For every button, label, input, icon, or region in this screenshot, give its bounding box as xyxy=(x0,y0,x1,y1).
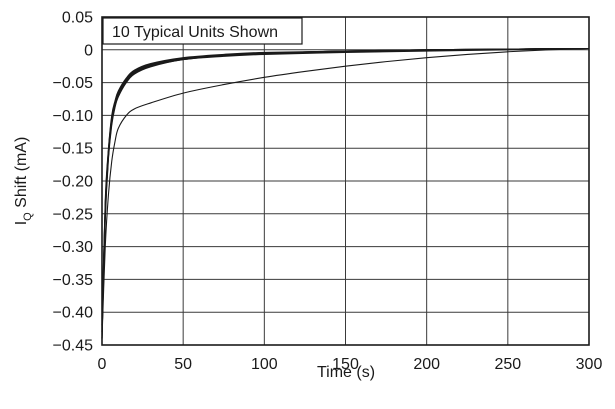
series-lines xyxy=(101,47,590,339)
x-axis-tick-labels: 0 50 100 150 200 250 300 xyxy=(98,356,603,373)
y-tick-label: −0.40 xyxy=(53,305,94,322)
x-axis-title: Time (s) xyxy=(317,364,375,381)
y-tick-label: 0 xyxy=(84,42,93,59)
x-tick-label: 250 xyxy=(494,356,521,373)
y-tick-label: −0.45 xyxy=(53,338,94,355)
y-tick-label: −0.25 xyxy=(53,206,94,223)
y-axis-tick-labels: 0.05 0 −0.05 −0.10 −0.15 −0.20 −0.25 −0.30 −0.35… xyxy=(53,10,94,355)
x-tick-label: 150 xyxy=(332,356,359,373)
annotation-text: 10 Typical Units Shown xyxy=(112,24,278,41)
y-tick-label: −0.20 xyxy=(53,174,94,191)
y-tick-label: −0.35 xyxy=(53,272,94,289)
y-axis-title-subscript: Q xyxy=(22,212,34,221)
y-axis-title: IQ Shift (mA) xyxy=(13,137,34,226)
y-tick-label: −0.30 xyxy=(53,239,94,256)
x-tick-label: 100 xyxy=(251,356,278,373)
annotation-box: 10 Typical Units Shown xyxy=(102,17,303,45)
series-line-10 xyxy=(101,47,590,339)
plot-area-frame xyxy=(101,16,590,346)
x-tick-label: 200 xyxy=(413,356,440,373)
y-tick-label: −0.10 xyxy=(53,108,94,125)
annotation-box-frame xyxy=(102,17,303,45)
series-line-9 xyxy=(101,47,590,326)
gridlines xyxy=(102,17,589,345)
x-tick-label: 0 xyxy=(98,356,107,373)
y-axis-title-main: I xyxy=(13,221,30,225)
y-axis-title-rest: Shift (mA) xyxy=(13,137,30,213)
y-tick-label: −0.05 xyxy=(53,75,94,92)
y-tick-label: −0.15 xyxy=(53,141,94,158)
x-tick-label: 300 xyxy=(576,356,603,373)
x-tick-label: 50 xyxy=(174,356,192,373)
y-tick-label: 0.05 xyxy=(62,10,93,27)
